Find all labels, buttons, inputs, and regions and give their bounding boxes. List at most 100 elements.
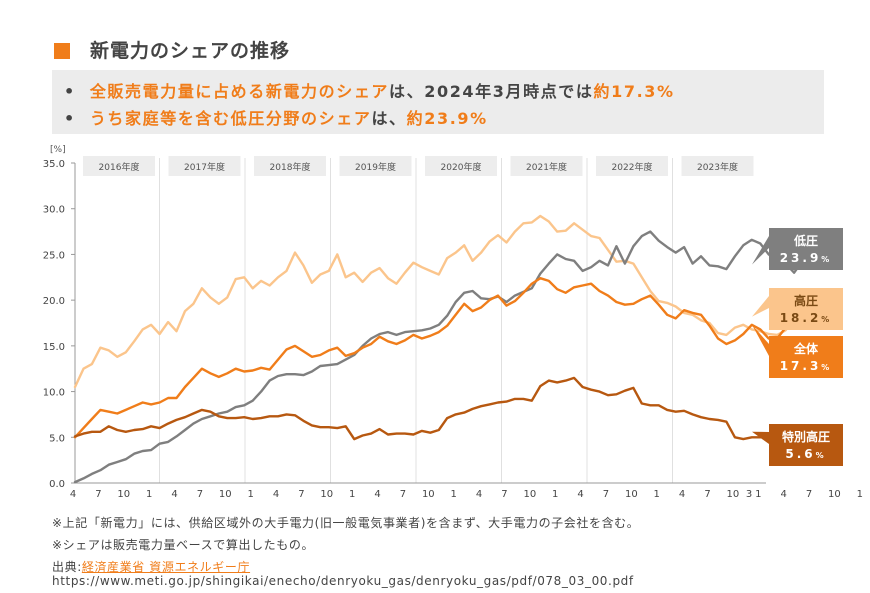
x-tick-label: 1 <box>654 489 660 500</box>
callout-pointer-特別高圧 <box>752 431 769 444</box>
footnote-definition: ※上記「新電力」には、供給区域外の大手電力(旧一般電気事業者)を含まず、大手電力… <box>52 516 640 530</box>
series-line-全体 <box>73 277 813 439</box>
callout-box-全体 <box>769 336 843 378</box>
fiscal-year-tab <box>510 156 583 176</box>
source-url[interactable]: https://www.meti.go.jp/shingikai/enecho/… <box>52 574 634 588</box>
callout-unit-低圧: % <box>821 255 832 264</box>
fiscal-year-tab <box>168 156 241 176</box>
callout-box-特別高圧 <box>769 424 843 466</box>
x-tick-label: 10 <box>727 489 740 500</box>
x-tick-label: 1 <box>349 489 355 500</box>
summary-bullet-total: • 全販売電力量に占める新電力のシェアは、2024年3月時点では約17.3% <box>64 82 675 101</box>
callout-title-特別高圧: 特別高圧 <box>782 429 830 444</box>
y-tick-label: 0.0 <box>49 479 65 490</box>
x-tick-label: 10 <box>523 489 536 500</box>
callout-value-全体: 17.3% <box>780 359 833 373</box>
callout-unit-全体: % <box>821 363 832 372</box>
y-tick-label: 10.0 <box>43 388 65 399</box>
x-tick-label: 7 <box>806 489 812 500</box>
y-tick-label: 35.0 <box>43 159 65 170</box>
x-tick-label: 3 <box>746 489 752 500</box>
x-tick-label: 10 <box>828 489 841 500</box>
fiscal-year-label: 2023年度 <box>697 161 738 173</box>
x-tick-label: 4 <box>577 489 583 500</box>
callout-unit-特別高圧: % <box>816 451 827 460</box>
fiscal-year-label: 2017年度 <box>184 161 225 173</box>
x-tick-label: 4 <box>476 489 482 500</box>
summary-bullet-lowvoltage: • うち家庭等を含む低圧分野のシェアは、約23.9% <box>64 109 488 128</box>
callout-pointer-全体 <box>752 324 769 356</box>
summary-low-mid: は、 <box>371 109 407 128</box>
x-tick-label: 10 <box>625 489 638 500</box>
y-axis-unit-label: [%] <box>50 145 66 155</box>
callout-unit-高圧: % <box>821 315 832 324</box>
fiscal-year-label: 2019年度 <box>355 161 396 173</box>
y-tick-label: 30.0 <box>43 205 65 216</box>
x-tick-label: 4 <box>70 489 76 500</box>
callout-box-低圧 <box>769 228 843 270</box>
fiscal-year-tab <box>339 156 412 176</box>
y-tick-label: 20.0 <box>43 296 65 307</box>
summary-total-subject: 全販売電力量に占める新電力のシェア <box>89 82 390 101</box>
summary-low-value: 約23.9% <box>406 109 488 128</box>
x-tick-label: 1 <box>552 489 558 500</box>
x-tick-label: 7 <box>704 489 710 500</box>
summary-total-mid: は、2024年3月時点では <box>389 82 594 101</box>
x-tick-label: 4 <box>780 489 786 500</box>
x-tick-label: 10 <box>320 489 333 500</box>
summary-low-subject: うち家庭等を含む低圧分野のシェア <box>89 109 372 128</box>
y-tick-label: 15.0 <box>43 342 65 353</box>
x-tick-label: 4 <box>679 489 685 500</box>
callout-value-高圧: 18.2% <box>780 311 833 325</box>
series-line-高圧 <box>73 214 813 389</box>
x-tick-label: 7 <box>603 489 609 500</box>
x-tick-label: 1 <box>857 489 863 500</box>
series-line-低圧 <box>73 230 813 484</box>
fiscal-year-tab <box>83 156 155 176</box>
series-line-特別高圧 <box>73 376 813 441</box>
source-prefix: 出典: <box>52 560 82 574</box>
summary-box: • 全販売電力量に占める新電力のシェアは、2024年3月時点では約17.3% • う… <box>52 70 824 134</box>
x-tick-label: 7 <box>298 489 304 500</box>
fiscal-year-label: 2016年度 <box>99 161 140 173</box>
x-tick-label: 1 <box>451 489 457 500</box>
x-tick-label: 1 <box>755 489 761 500</box>
summary-total-value: 約17.3% <box>593 82 675 101</box>
fiscal-year-label: 2022年度 <box>612 161 653 173</box>
callout-title-全体: 全体 <box>793 341 819 356</box>
footnote-basis: ※シェアは販売電力量ベースで算出したもの。 <box>52 538 315 552</box>
fiscal-year-tab <box>681 156 754 176</box>
x-tick-label: 4 <box>273 489 279 500</box>
x-tick-label: 10 <box>117 489 130 500</box>
x-tick-label: 7 <box>95 489 101 500</box>
x-tick-label: 7 <box>400 489 406 500</box>
x-tick-label: 4 <box>374 489 380 500</box>
fiscal-year-tab <box>425 156 497 176</box>
callout-value-特別高圧: 5.6% <box>785 447 826 461</box>
x-tick-label: 10 <box>422 489 435 500</box>
callout-pointer-低圧 <box>752 236 769 265</box>
fiscal-year-label: 2018年度 <box>270 161 311 173</box>
source-link[interactable]: 経済産業省 資源エネルギー庁 <box>81 560 251 574</box>
callout-title-高圧: 高圧 <box>794 293 818 308</box>
y-tick-label: 5.0 <box>49 433 65 444</box>
fiscal-year-label: 2020年度 <box>441 161 482 173</box>
title-marker <box>54 43 70 59</box>
x-tick-label: 1 <box>247 489 253 500</box>
x-tick-label: 7 <box>501 489 507 500</box>
fiscal-year-label: 2021年度 <box>526 161 567 173</box>
fiscal-year-tab <box>254 156 326 176</box>
x-tick-label: 1 <box>146 489 152 500</box>
callout-box-高圧 <box>769 288 843 330</box>
x-tick-label: 7 <box>197 489 203 500</box>
callout-value-低圧: 23.9% <box>780 251 833 265</box>
x-tick-label: 4 <box>171 489 177 500</box>
callout-title-低圧: 低圧 <box>793 233 818 248</box>
page-title: 新電力のシェアの推移 <box>90 40 291 62</box>
fiscal-year-tab <box>596 156 668 176</box>
callout-pointer-高圧 <box>752 296 769 317</box>
x-tick-label: 10 <box>219 489 232 500</box>
source-line: 出典:経済産業省 資源エネルギー庁 <box>52 558 250 575</box>
y-tick-label: 25.0 <box>43 250 65 261</box>
